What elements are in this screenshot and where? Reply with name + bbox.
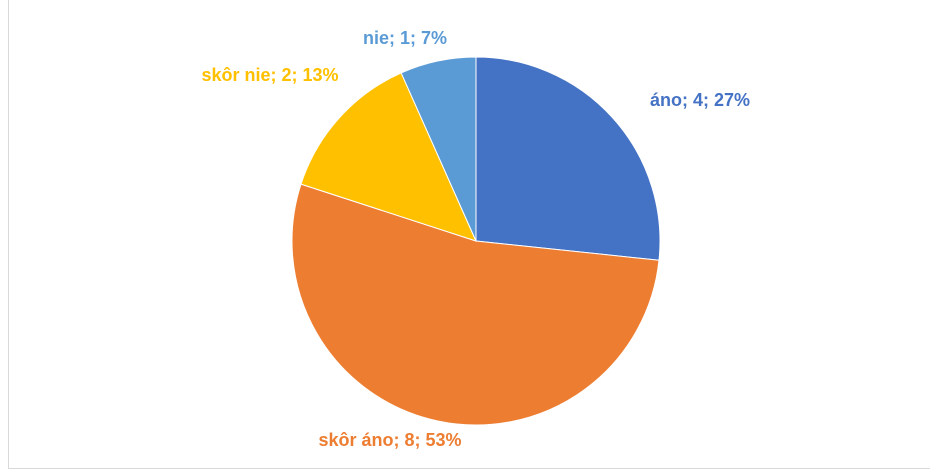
pie-slice: [400, 56, 477, 242]
data-label: skôr nie; 2; 13%: [201, 65, 339, 85]
data-label: áno; 4; 27%: [649, 90, 751, 110]
pie-slice: [300, 72, 477, 242]
data-label: nie; 1; 7%: [362, 28, 448, 48]
pie-slice: [291, 183, 660, 426]
chart-frame: [8, 0, 930, 469]
pie-slice: [475, 56, 661, 261]
data-label: skôr áno; 8; 53%: [318, 430, 462, 450]
